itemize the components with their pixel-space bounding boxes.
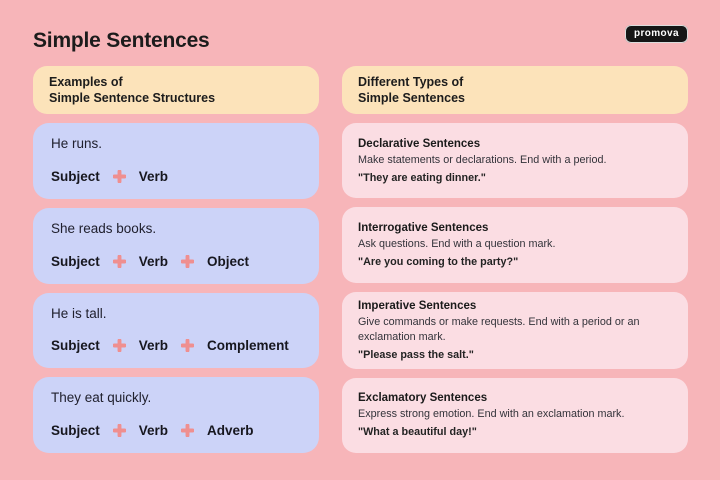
types-header-line2: Simple Sentences (358, 91, 465, 105)
type-card: Declarative Sentences Make statements or… (342, 123, 688, 199)
example-sentence: She reads books. (51, 220, 157, 236)
example-card: She reads books. Subject Verb Object (33, 207, 319, 284)
types-card-list: Declarative Sentences Make statements or… (342, 123, 688, 453)
examples-header-line1: Examples of (49, 74, 123, 89)
example-structure-parts: Subject Verb (51, 169, 301, 184)
plus-icon (112, 254, 126, 268)
sentence-part: Object (207, 253, 250, 269)
types-header-line1: Different Types of (358, 74, 464, 89)
type-example-quote: "What a beautiful day!" (358, 426, 477, 439)
examples-column: Examples of Simple Sentence Structures H… (33, 66, 319, 453)
sentence-part: Complement (207, 338, 289, 354)
types-column-header: Different Types of Simple Sentences (342, 66, 688, 114)
sentence-part: Subject (51, 253, 100, 269)
type-description: Give commands or make requests. End with… (358, 315, 640, 343)
example-structure-parts: Subject Verb Adverb (51, 423, 301, 438)
content-columns: Examples of Simple Sentence Structures H… (33, 66, 688, 453)
examples-card-list: He runs. Subject Verb She reads books. Su… (33, 123, 319, 453)
promova-logo: promova (624, 25, 688, 43)
type-example-quote: "They are eating dinner." (358, 171, 486, 184)
plus-icon (181, 424, 195, 437)
example-structure-parts: Subject Verb Object (51, 254, 301, 269)
plus-icon (181, 339, 195, 353)
examples-header-line2: Simple Sentence Structures (49, 91, 216, 105)
sentence-part: Subject (51, 338, 100, 354)
page-title: Simple Sentences (33, 29, 210, 52)
type-description: Express strong emotion. End with an excl… (358, 408, 625, 421)
type-title: Imperative Sentences (358, 299, 477, 312)
plus-icon (112, 339, 126, 353)
plus-icon (181, 254, 195, 268)
topbar: Simple Sentences promova (33, 24, 688, 66)
example-card: He runs. Subject Verb (33, 123, 319, 199)
example-card: He is tall. Subject Verb Complement (33, 292, 319, 369)
example-sentence: He is tall. (51, 305, 107, 321)
plus-icon (112, 169, 126, 183)
type-example-quote: "Are you coming to the party?" (358, 256, 519, 269)
type-card: Interrogative Sentences Ask questions. E… (342, 207, 688, 283)
types-column: Different Types of Simple Sentences Decl… (342, 66, 688, 453)
sentence-part: Adverb (207, 423, 254, 438)
example-card: They eat quickly. Subject Verb Adverb (33, 377, 319, 453)
example-structure-parts: Subject Verb Complement (51, 338, 301, 353)
type-card: Imperative Sentences Give commands or ma… (342, 291, 688, 369)
sentence-part: Subject (51, 423, 100, 438)
example-sentence: He runs. (51, 136, 103, 151)
type-example-quote: "Please pass the salt." (358, 348, 474, 361)
type-title: Interrogative Sentences (358, 222, 489, 235)
sentence-part: Subject (51, 168, 100, 184)
sentence-part: Verb (138, 338, 169, 354)
type-description: Make statements or declarations. End wit… (358, 153, 607, 166)
sentence-part: Verb (138, 168, 169, 184)
type-title: Declarative Sentences (358, 137, 481, 150)
type-title: Exclamatory Sentences (358, 392, 488, 405)
examples-column-header: Examples of Simple Sentence Structures (33, 66, 319, 114)
type-card: Exclamatory Sentences Express strong emo… (342, 377, 688, 453)
plus-icon (112, 424, 126, 437)
sentence-part: Verb (138, 253, 169, 269)
example-sentence: They eat quickly. (51, 390, 152, 406)
sentence-part: Verb (138, 423, 169, 438)
type-description: Ask questions. End with a question mark. (358, 238, 556, 251)
